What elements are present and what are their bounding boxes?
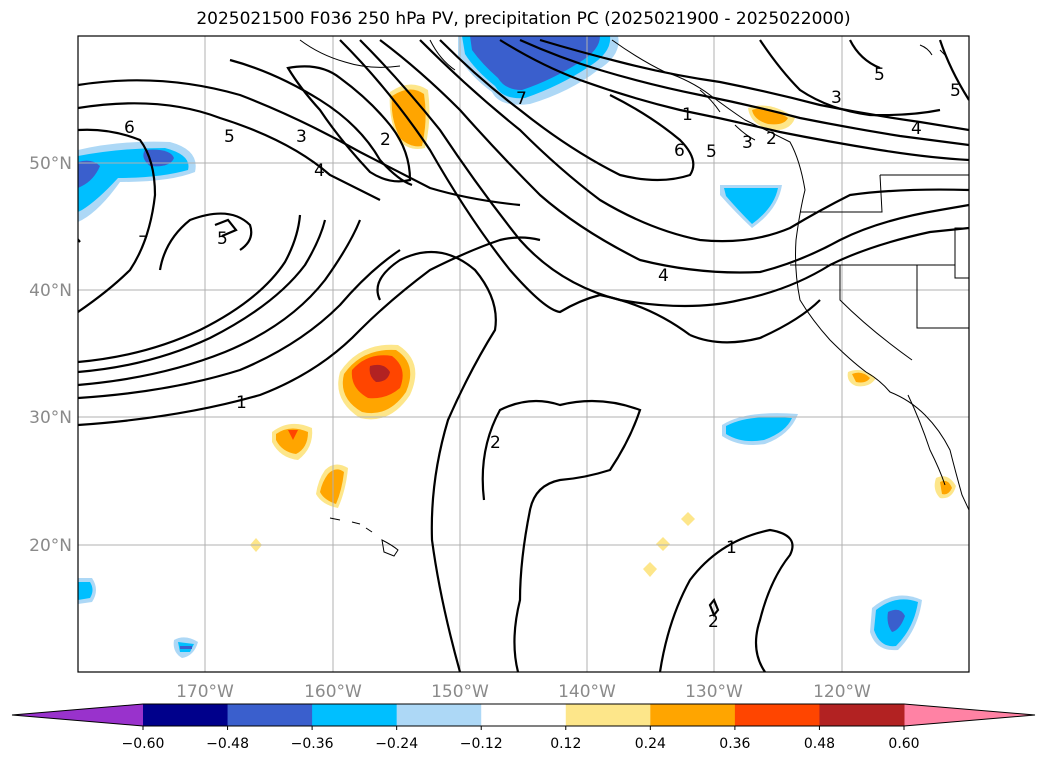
lat-axis: 20°N 30°N 40°N 50°N [29,154,72,556]
lat-tick-label: 30°N [29,408,72,428]
colorbar-tick-label: −0.36 [291,736,334,752]
pv-contours [78,38,969,672]
contour-label: 5 [224,127,235,147]
lat-tick-label: 50°N [29,154,72,174]
triangle-left-icon [12,704,143,726]
contour-label: 5 [950,81,961,101]
contour-label: 5 [706,142,717,162]
contour-label: 5 [217,229,228,249]
contour-label: 4 [314,161,325,181]
contour-label: 1 [236,393,247,413]
contour-label: 4 [911,119,922,139]
colorbar-tick-label: 0.36 [719,736,750,752]
gridlines [78,36,969,672]
contour-label: 3 [296,127,307,147]
colorbar-tick-label: 0.60 [888,736,919,752]
colorbar-segment [650,704,736,726]
contour-label: 6 [124,118,135,138]
lon-tick-label: 160°W [304,682,362,702]
colorbar-segment [312,704,398,726]
lon-tick-label: 150°W [431,682,489,702]
contour-label: 2 [766,129,777,149]
colorbar-tick-label: 0.24 [635,736,666,752]
colorbar-tick-label: −0.60 [122,736,165,752]
lon-axis: 170°W 160°W 150°W 140°W 130°W 120°W [176,682,871,702]
contour-labels: 1 1 2 2 2 2 3 3 3 4 4 4 5 5 5 5 5 6 6 7 … [124,65,961,632]
lat-tick-label: 40°N [29,281,72,301]
colorbar-tick-label: −0.48 [206,736,249,752]
contour-label: 3 [831,88,842,108]
lat-tick-label: 20°N [29,536,72,556]
contour-label: 6 [674,141,685,161]
colorbar-segment [227,704,313,726]
lon-tick-label: 130°W [685,682,743,702]
contour-label: 4 [658,266,669,286]
colorbar-tick-label: 0.48 [804,736,835,752]
colorbar-tick-label: −0.12 [460,736,503,752]
lon-tick-label: 140°W [558,682,616,702]
precip-shading [78,36,956,658]
contour-label: 7 [138,233,149,253]
colorbar-segment [565,704,651,726]
contour-label: 7 [516,89,527,109]
contour-label: 1 [726,538,737,558]
colorbar: −0.60 −0.48 −0.36 −0.24 −0.12 0.12 0.24 0.36 0.4… [11,703,1036,752]
colorbar-tick-label: −0.24 [375,736,418,752]
map-title: 2025021500 F036 250 hPa PV, precipitatio… [196,9,851,29]
contour-label: 1 [682,105,693,125]
plot-frame [77,35,970,673]
colorbar-tick-label: 0.12 [550,736,581,752]
contour-label: 2 [380,130,391,150]
contour-label: 5 [874,65,885,85]
triangle-right-icon [904,704,1035,726]
contour-label: 2 [708,612,719,632]
lon-tick-label: 120°W [813,682,871,702]
colorbar-segment [143,704,229,726]
contour-label: 2 [490,433,501,453]
colorbar-segment [819,704,905,726]
colorbar-segment [481,704,567,726]
contour-label: 3 [742,133,753,153]
colorbar-segment [734,704,820,726]
colorbar-segment [396,704,482,726]
lon-tick-label: 170°W [176,682,234,702]
